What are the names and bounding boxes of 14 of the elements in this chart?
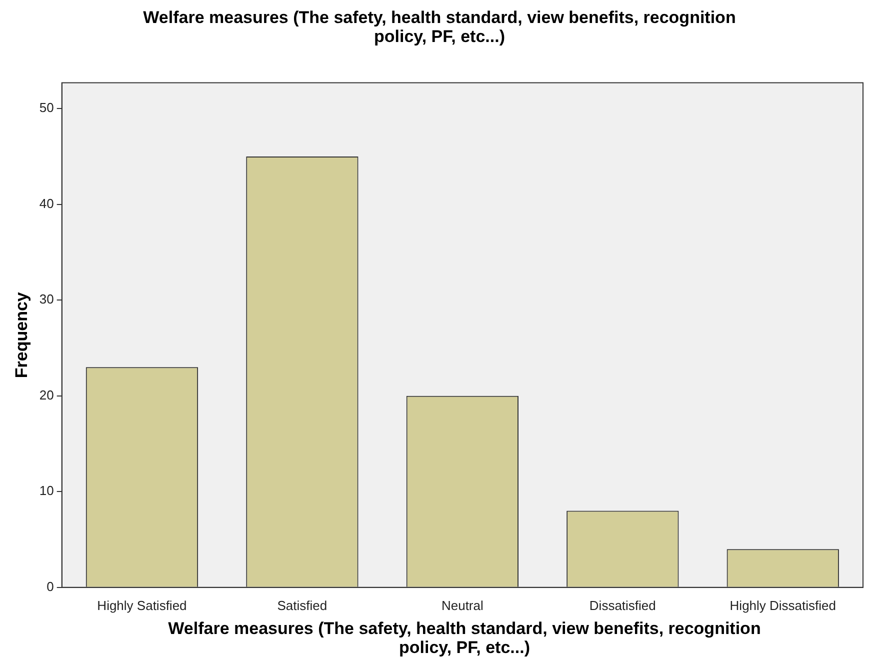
x-tick-label: Dissatisfied	[589, 598, 656, 613]
x-axis-title: Welfare measures (The safety, health standard, view benefits, recognition policy, PF, etc...)	[167, 619, 762, 657]
y-tick-label: 40	[39, 196, 54, 211]
x-tick-label: Highly Satisfied	[97, 598, 187, 613]
x-tick-label: Satisfied	[277, 598, 328, 613]
x-tick-label: Neutral	[441, 598, 484, 613]
y-axis-title: Frequency	[12, 292, 31, 378]
y-tick-label: 20	[39, 387, 54, 402]
chart-title: Welfare measures (The safety, health standard, view benefits, recognition policy, PF, etc...)	[142, 8, 737, 46]
y-tick-label: 10	[39, 483, 54, 498]
y-tick-label: 30	[39, 292, 54, 307]
y-tick-label: 50	[39, 100, 54, 116]
y-tick-label: 0	[46, 578, 54, 594]
x-tick-label: Highly Dissatisfied	[730, 598, 836, 613]
